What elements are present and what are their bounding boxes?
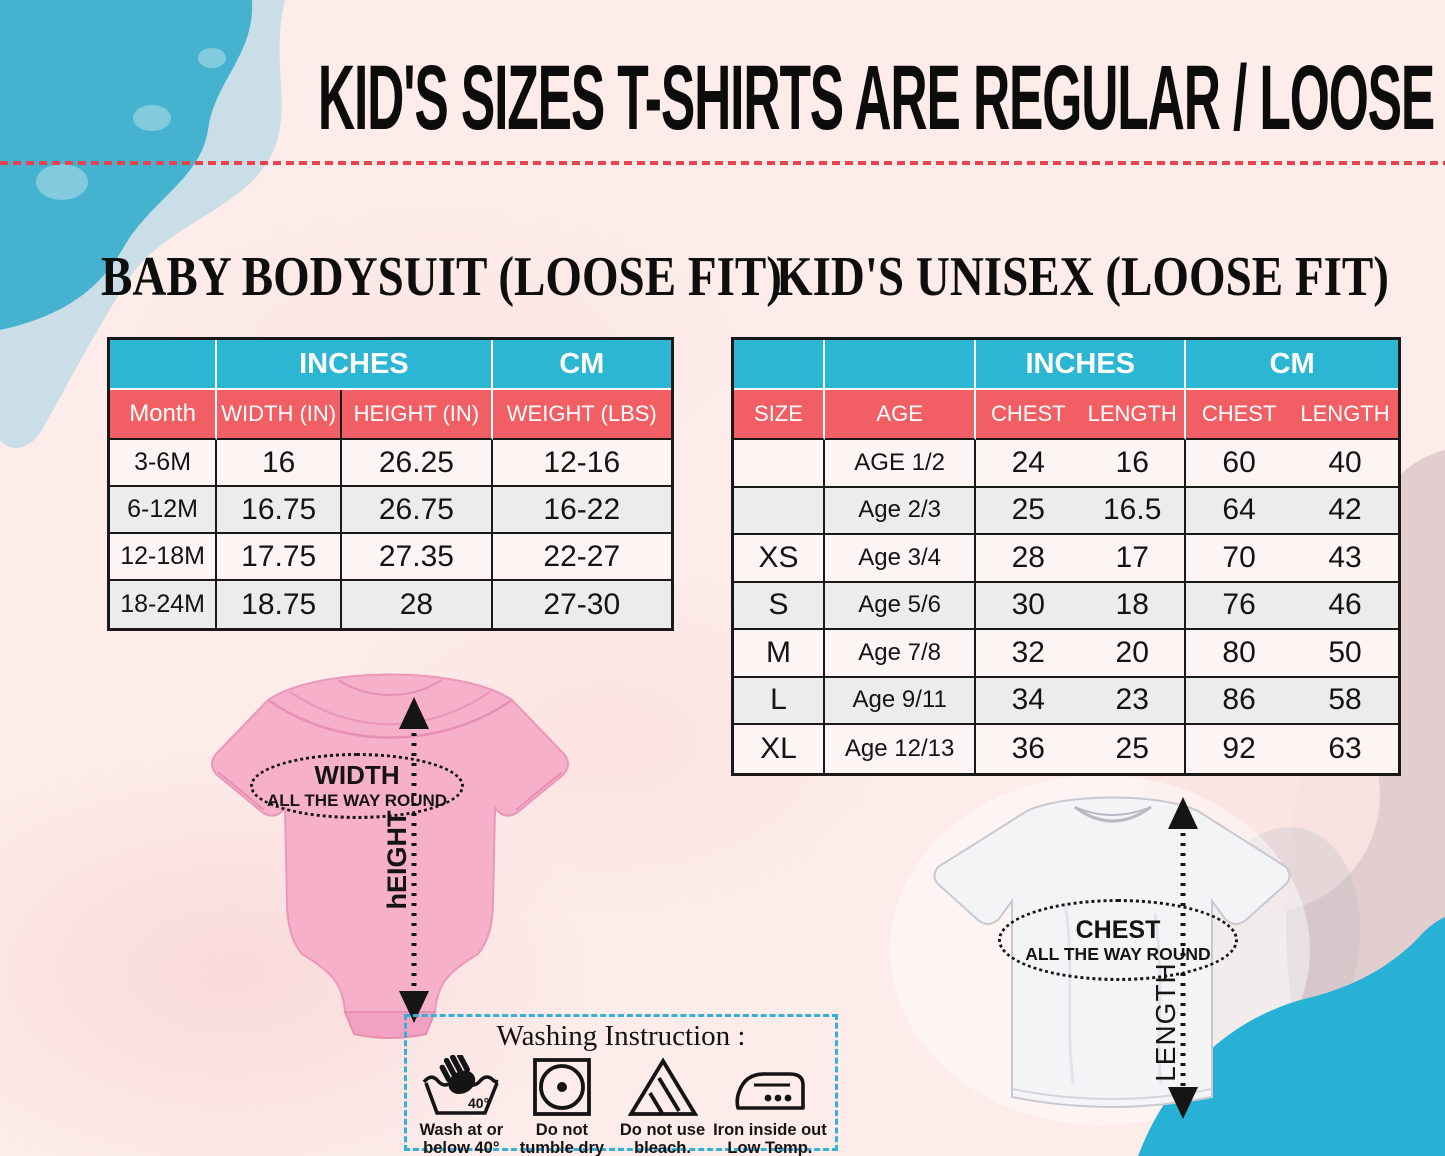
wash-item-label: Do not tumble dry xyxy=(519,1121,605,1156)
table-cell: 92 63 xyxy=(1186,725,1398,773)
table-header-cell xyxy=(734,340,825,390)
kids-size-table: INCHES CM SIZE AGE CHEST LENGTH CHEST LE… xyxy=(731,337,1401,776)
page-title: KID'S SIZES T-SHIRTS ARE REGULAR / LOOSE… xyxy=(317,47,1445,149)
table-cell: 6-12M xyxy=(110,487,218,534)
length-column-header: LENGTH xyxy=(1300,401,1390,426)
age-column-header: AGE xyxy=(824,390,977,440)
width-sublabel: ALL THE WAY ROUND xyxy=(266,791,448,811)
width-column-header: WIDTH (IN) xyxy=(217,390,343,440)
table-cell: XL xyxy=(734,725,825,773)
table-cell: 60 40 xyxy=(1186,440,1398,488)
table-cell: 27.35 xyxy=(342,534,493,581)
table-cell: 12-16 xyxy=(492,440,671,487)
table-cell: 12-18M xyxy=(110,534,218,581)
weight-column-header: WEIGHT (LBS) xyxy=(492,390,671,440)
kids-section-heading: KID'S UNISEX (LOOSE FIT) xyxy=(776,246,1389,308)
height-column-header: HEIGHT (IN) xyxy=(342,390,493,440)
table-cell: 64 42 xyxy=(1186,487,1398,535)
table-cell: 18.75 xyxy=(217,581,343,628)
height-arrow xyxy=(399,697,429,1023)
table-cell xyxy=(734,487,825,535)
wash-item: Do not use bleach. xyxy=(612,1055,713,1156)
table-cell: 16 xyxy=(217,440,343,487)
table-cell: 36 25 xyxy=(976,725,1187,773)
table-cell: 86 58 xyxy=(1186,677,1398,725)
chest-column-header: CHEST xyxy=(1201,401,1277,426)
inches-group-header: INCHES xyxy=(217,340,493,390)
table-cell: 25 16.5 xyxy=(976,487,1187,535)
teal-blob-bottom-right xyxy=(1138,917,1445,1156)
table-cell: 26.25 xyxy=(342,440,493,487)
washing-items-row: 40° Wash at or below 40° Do not tumble dry xyxy=(407,1053,835,1156)
wash-item: 40° Wash at or below 40° xyxy=(411,1055,512,1156)
table-cell: 80 50 xyxy=(1186,630,1398,678)
baby-section-heading: BABY BODYSUIT (LOOSE FIT) xyxy=(101,246,782,308)
hand-wash-40-icon: 40° xyxy=(422,1055,499,1115)
table-cell: Age 7/8 xyxy=(824,630,977,678)
table-cell: 27-30 xyxy=(492,581,671,628)
table-cell: Age 2/3 xyxy=(824,487,977,535)
table-cell: 70 43 xyxy=(1186,535,1398,583)
table-cell: 3-6M xyxy=(110,440,218,487)
height-label: hEIGHT xyxy=(382,810,412,910)
table-cell: Age 3/4 xyxy=(824,535,977,583)
length-label: LENGTH xyxy=(1150,962,1181,1082)
red-dotted-divider xyxy=(0,161,1445,165)
table-cell: 28 xyxy=(342,581,493,628)
wash-item-label: Iron inside out Low Temp. xyxy=(713,1121,827,1156)
wash-item: Iron inside out Low Temp. xyxy=(713,1055,827,1156)
table-cell xyxy=(734,440,825,488)
table-cell: 17.75 xyxy=(217,534,343,581)
wash-item: Do not tumble dry xyxy=(512,1055,613,1156)
table-cell: XS xyxy=(734,535,825,583)
inches-group-header: INCHES xyxy=(976,340,1187,390)
table-cell: 24 16 xyxy=(976,440,1187,488)
washing-instruction-box: Washing Instruction : 40° xyxy=(404,1014,838,1156)
do-not-bleach-icon xyxy=(627,1057,698,1116)
length-arrow xyxy=(1168,797,1198,1119)
table-cell: Age 12/13 xyxy=(824,725,977,773)
table-cell: M xyxy=(734,630,825,678)
chest-measure-ellipse: CHEST ALL THE WAY ROUND xyxy=(998,899,1238,981)
cm-group-header: CM xyxy=(1186,340,1398,390)
do-not-tumble-dry-icon xyxy=(533,1058,591,1116)
inches-columns-header: CHEST LENGTH xyxy=(976,390,1187,440)
table-cell: 26.75 xyxy=(342,487,493,534)
table-cell: 18-24M xyxy=(110,581,218,628)
chest-label: CHEST xyxy=(1075,915,1161,944)
chest-column-header: CHEST xyxy=(991,401,1066,426)
width-label: WIDTH xyxy=(314,760,400,791)
chest-sublabel: ALL THE WAY ROUND xyxy=(1025,944,1211,965)
month-column-header: Month xyxy=(110,390,218,440)
table-cell: 16.75 xyxy=(217,487,343,534)
wash-item-label: Do not use bleach. xyxy=(619,1121,706,1156)
table-cell: Age 9/11 xyxy=(824,677,977,725)
wash-item-label: Wash at or below 40° xyxy=(419,1121,504,1156)
table-cell: 16-22 xyxy=(492,487,671,534)
table-cell: 34 23 xyxy=(976,677,1187,725)
cm-columns-header: CHEST LENGTH xyxy=(1186,390,1398,440)
table-cell: 30 18 xyxy=(976,582,1187,630)
table-cell: Age 5/6 xyxy=(824,582,977,630)
washing-instruction-title: Washing Instruction : xyxy=(496,1020,746,1052)
svg-text:40°: 40° xyxy=(468,1095,489,1111)
teal-watercolor-blob-top-left xyxy=(0,0,285,449)
table-cell: 28 17 xyxy=(976,535,1187,583)
table-cell: 76 46 xyxy=(1186,582,1398,630)
table-cell: 32 20 xyxy=(976,630,1187,678)
length-column-header: LENGTH xyxy=(1087,401,1177,426)
iron-inside-out-icon xyxy=(735,1072,805,1110)
table-cell: 22-27 xyxy=(492,534,671,581)
cm-group-header: CM xyxy=(492,340,671,390)
table-cell: L xyxy=(734,677,825,725)
table-header-cell xyxy=(824,340,977,390)
table-cell: AGE 1/2 xyxy=(824,440,977,488)
width-measure-ellipse: WIDTH ALL THE WAY ROUND xyxy=(250,753,464,819)
table-header-cell xyxy=(110,340,218,390)
baby-size-table: INCHES CM Month WIDTH (IN) HEIGHT (IN) W… xyxy=(107,337,674,631)
size-column-header: SIZE xyxy=(734,390,825,440)
table-cell: S xyxy=(734,582,825,630)
